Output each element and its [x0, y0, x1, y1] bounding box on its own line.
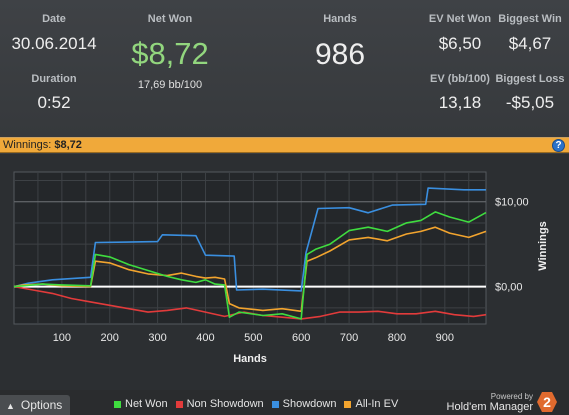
- x-tick-label: 100: [53, 332, 71, 344]
- legend-label: Non Showdown: [186, 398, 264, 410]
- y-tick-label: $0,00: [495, 282, 523, 294]
- series-line-showdown: [13, 187, 486, 292]
- duration-value: 0:52: [37, 93, 71, 112]
- legend-swatch: [175, 400, 183, 408]
- legend-swatch: [271, 400, 279, 408]
- winnings-bar: Winnings: $8,72 ?: [0, 137, 569, 153]
- duration-label: Duration: [31, 73, 77, 85]
- winnings-value: $8,72: [54, 139, 82, 151]
- ev-net-won-label: EV Net Won: [428, 13, 492, 25]
- date-value: 30.06.2014: [11, 34, 97, 53]
- legend-label: Showdown: [282, 398, 337, 410]
- chart-legend: Net Won Non Showdown Showdown All-In EV: [114, 398, 398, 410]
- options-button[interactable]: ▲ Options: [0, 395, 70, 415]
- legend-swatch: [344, 400, 352, 408]
- plot-background: [13, 171, 487, 325]
- chart-series: [13, 187, 487, 320]
- winnings-chart: 100 200 300 400 500 600 700 800 900 $10,00 $0,00 …: [0, 154, 569, 390]
- net-won-label: Net Won: [147, 13, 193, 25]
- powered-by-label: Powered by: [490, 392, 533, 401]
- brand-name: Hold'em Manager: [446, 401, 533, 413]
- x-axis-label: Hands: [233, 353, 267, 365]
- x-tick-label: 400: [196, 332, 214, 344]
- winnings-label: Winnings:: [3, 139, 52, 151]
- legend-item-all-in-ev[interactable]: All-In EV: [344, 398, 398, 410]
- x-tick-label: 900: [436, 332, 454, 344]
- net-won-value: $8,72: [131, 36, 209, 71]
- ev-net-won-value: $6,50: [438, 34, 482, 53]
- x-tick-labels: 100 200 300 400 500 600 700 800 900: [53, 332, 454, 344]
- series-line-net-won: [13, 211, 487, 320]
- hands-value: 986: [314, 38, 366, 71]
- hem2-logo-icon: 2: [537, 392, 557, 412]
- x-tick-label: 500: [244, 332, 262, 344]
- legend-label: All-In EV: [355, 398, 399, 410]
- legend-item-non-showdown[interactable]: Non Showdown: [175, 398, 264, 410]
- chevron-up-icon: ▲: [6, 401, 15, 411]
- help-icon[interactable]: ?: [552, 139, 565, 152]
- biggest-loss-label: Biggest Loss: [495, 73, 565, 85]
- legend-item-net-won[interactable]: Net Won: [114, 398, 168, 410]
- chart-grid: [13, 171, 487, 325]
- y-tick-labels: $10,00 $0,00: [495, 197, 529, 294]
- biggest-win-value: $4,67: [508, 34, 552, 53]
- x-tick-label: 600: [292, 332, 310, 344]
- hands-label: Hands: [323, 13, 357, 25]
- y-axis-label: Winnings: [537, 221, 549, 270]
- biggest-win-label: Biggest Win: [498, 13, 562, 25]
- options-label: Options: [20, 398, 63, 412]
- legend-label: Net Won: [125, 398, 168, 410]
- stats-panel: Date 30.06.2014 Duration 0:52 Net Won $8…: [0, 0, 569, 137]
- legend-swatch: [114, 400, 121, 408]
- y-tick-label: $10,00: [495, 197, 529, 209]
- biggest-loss-value: -$5,05: [505, 93, 555, 112]
- footer: ▲ Options Net Won Non Showdown Showdown A…: [0, 390, 569, 415]
- ev-bb100-value: 13,18: [438, 93, 482, 112]
- winnings-summary: Winnings: $8,72: [3, 139, 82, 151]
- ev-bb100-label: EV (bb/100): [430, 73, 490, 85]
- powered-by: Powered by Hold'em Manager: [447, 392, 533, 413]
- net-won-bb100: 17,69 bb/100: [137, 79, 203, 91]
- x-tick-label: 800: [388, 332, 406, 344]
- series-line-all-in-ev: [13, 226, 487, 313]
- chart-svg: 100 200 300 400 500 600 700 800 900 $10,00$0,00 …: [13, 171, 549, 365]
- x-tick-label: 300: [148, 332, 166, 344]
- date-label: Date: [42, 13, 66, 25]
- legend-item-showdown[interactable]: Showdown: [271, 398, 337, 410]
- x-tick-label: 700: [340, 332, 358, 344]
- x-tick-label: 200: [101, 332, 119, 344]
